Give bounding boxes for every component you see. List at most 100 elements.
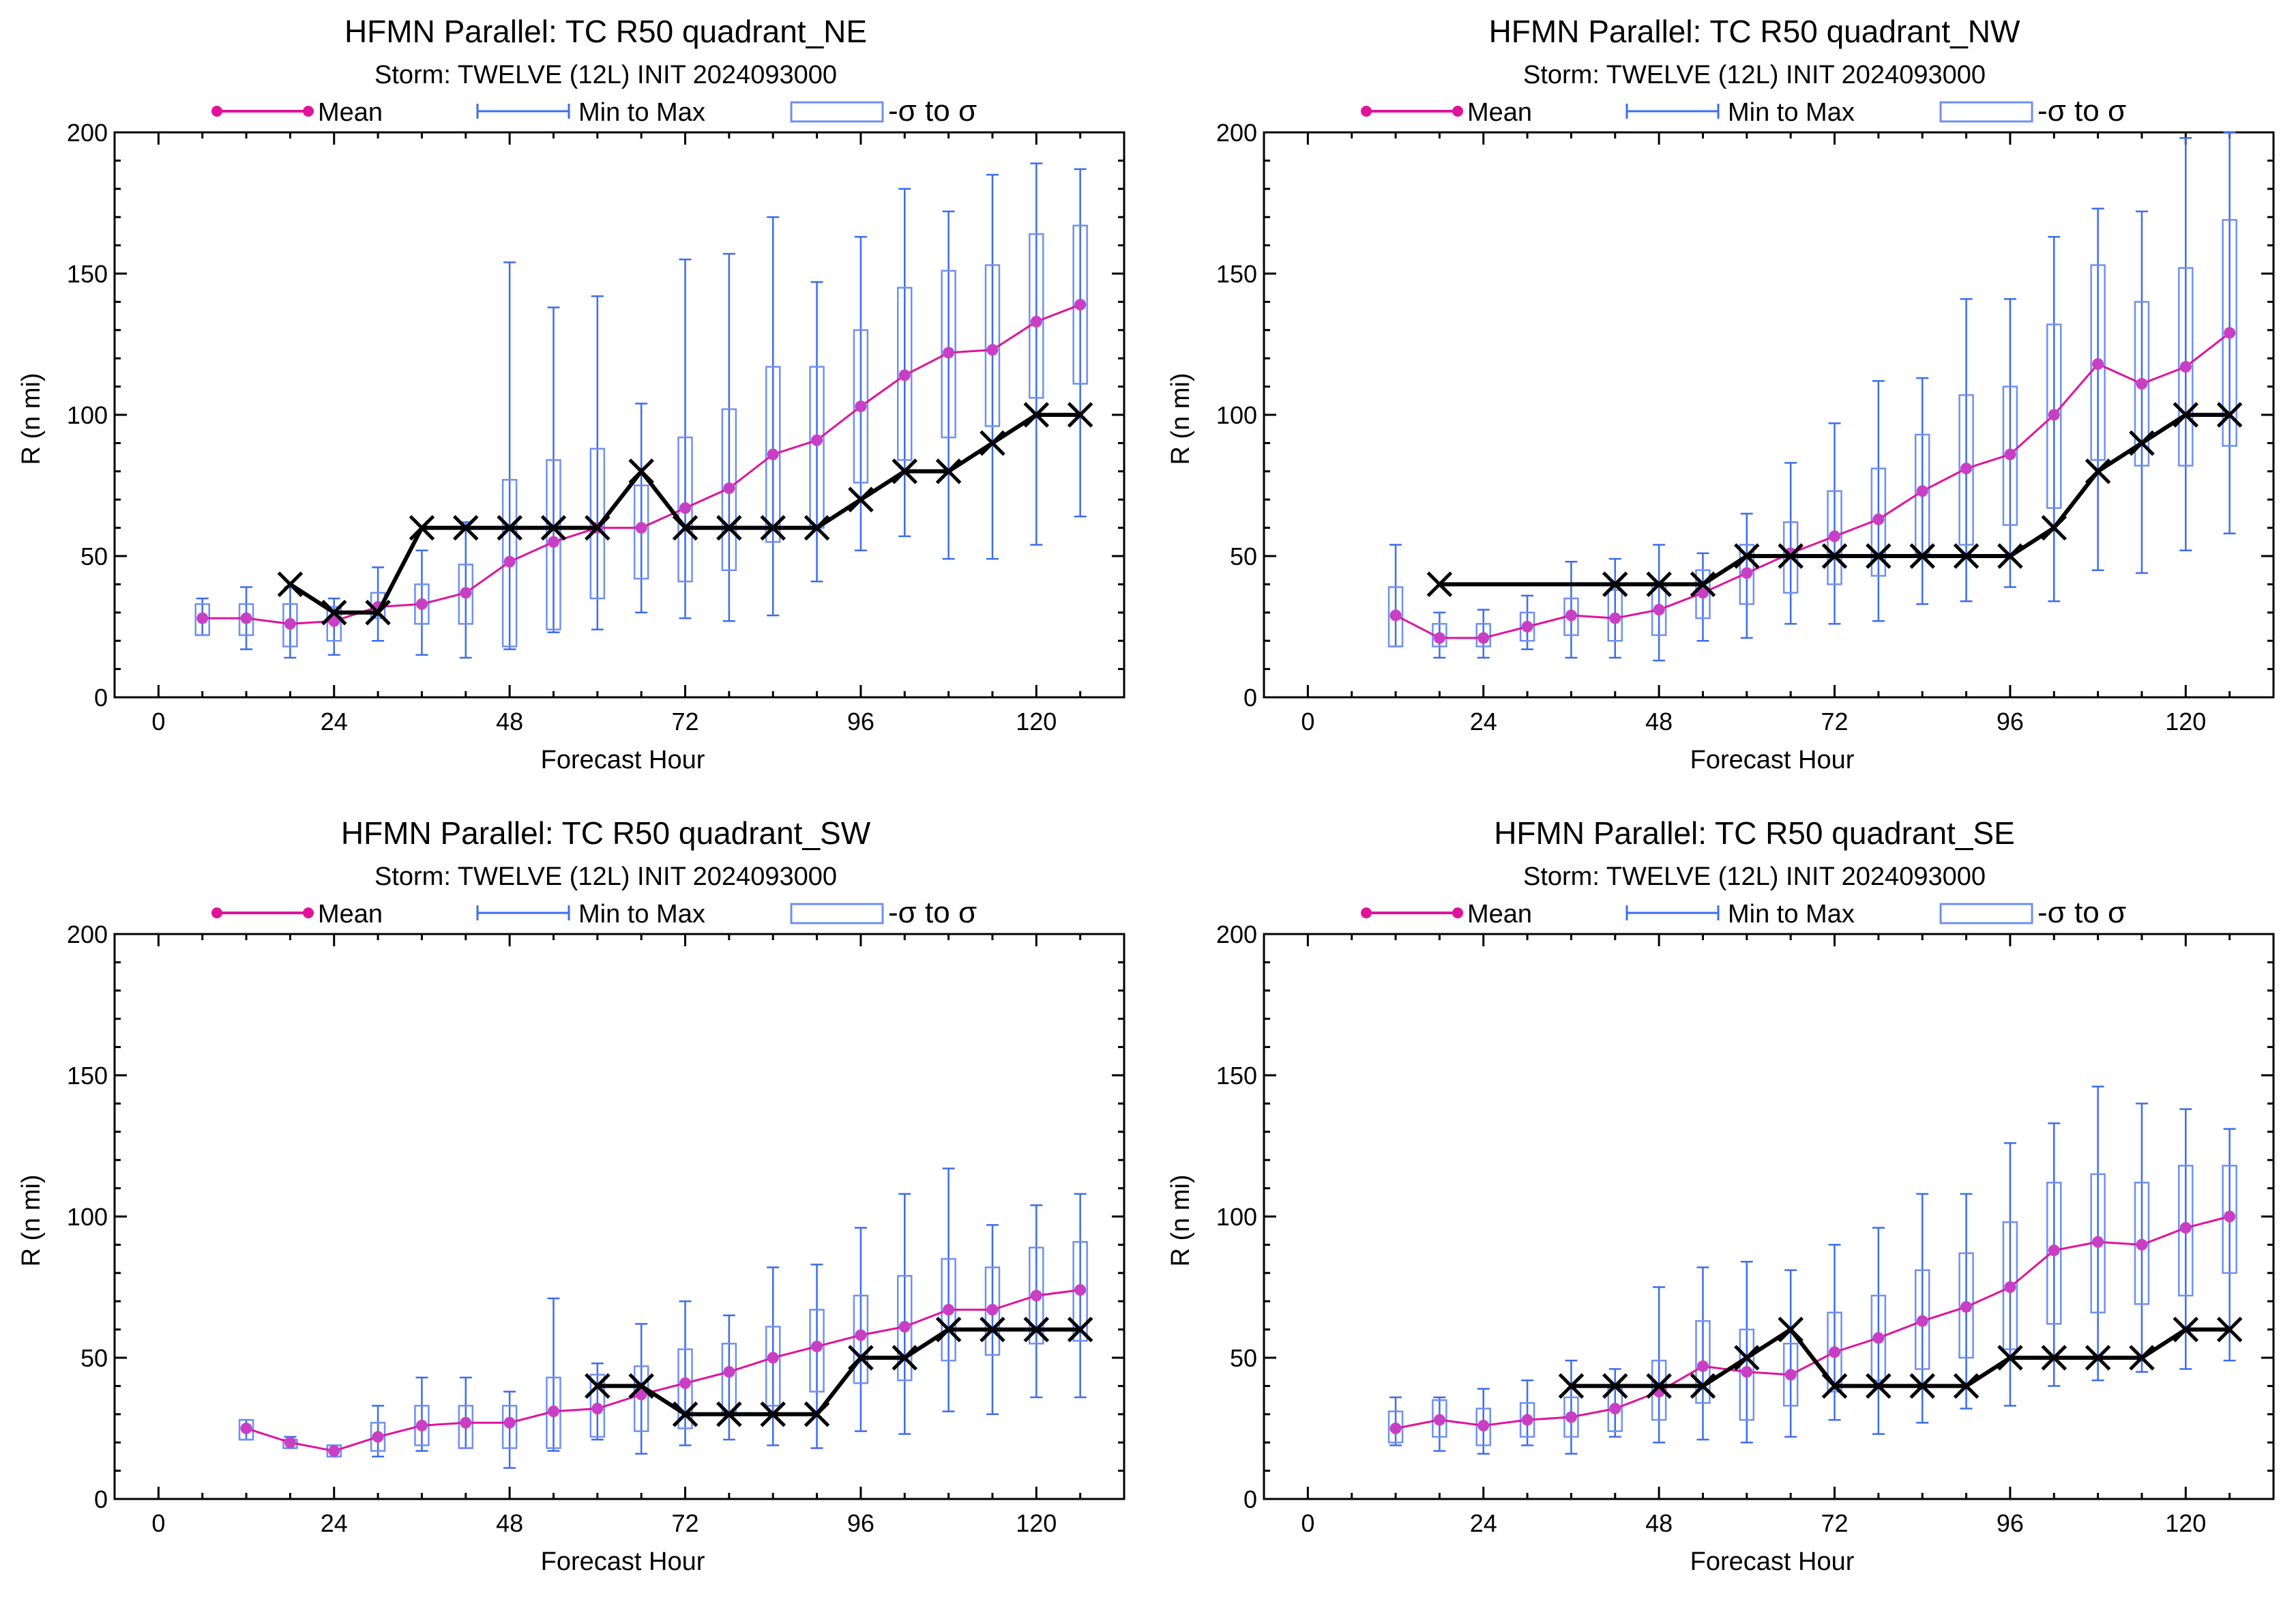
mean-point (898, 369, 911, 381)
observed-marker (672, 514, 698, 541)
x-tick-label: 72 (1821, 708, 1848, 736)
observed-marker (892, 1345, 918, 1371)
mean-point (2004, 448, 2016, 461)
mean-point (503, 555, 516, 568)
mean-point (1389, 609, 1402, 622)
x-tick-label: 0 (1301, 708, 1314, 736)
legend: Mean Min to Max -σ to σ (1361, 896, 2126, 929)
mean-point (2224, 327, 2236, 339)
mean-point (1916, 1315, 1928, 1327)
observed-marker (2173, 402, 2199, 428)
y-tick-label: 150 (67, 1062, 108, 1090)
observed-marker (804, 1401, 830, 1427)
legend-sigma-label: -σ to σ (2037, 896, 2126, 929)
x-tick-label: 48 (1645, 708, 1673, 736)
x-axis-label: Forecast Hour (1690, 746, 1855, 774)
sigma-box (1695, 569, 1711, 620)
mean-point (1960, 463, 1973, 475)
observed-marker (1778, 543, 1804, 569)
observed-marker (1953, 543, 1979, 569)
observed-marker (1909, 1373, 1935, 1399)
mean-point (2004, 1281, 2016, 1293)
x-tick-label: 72 (1821, 1509, 1848, 1537)
sigma-box (2222, 219, 2237, 447)
sigma-box (633, 1365, 649, 1432)
observed-marker (1646, 1373, 1672, 1399)
y-axis-label: R (n mi) (17, 1174, 46, 1266)
mean-point (2136, 377, 2148, 390)
y-tick-label: 50 (1230, 542, 1257, 570)
observed-marker (1426, 571, 1453, 598)
sigma-box (2090, 264, 2106, 461)
legend-mean-dot (1452, 907, 1463, 918)
mean-point (943, 1304, 955, 1316)
y-tick-label: 0 (1243, 1485, 1257, 1513)
legend-mean-dot (211, 106, 222, 117)
observed-marker (1558, 1373, 1585, 1399)
mean-line (246, 1289, 1080, 1453)
mean-point (547, 1406, 559, 1418)
observed-marker (1821, 543, 1848, 569)
legend-sigma-label: -σ to σ (888, 896, 977, 929)
mean-point (1389, 1423, 1402, 1434)
x-tick-label: 96 (847, 708, 874, 736)
mean-point (2092, 358, 2104, 370)
x-tick-label: 24 (321, 708, 348, 736)
mean-point (415, 1419, 428, 1431)
y-axis-label: R (n mi) (1166, 1174, 1195, 1266)
x-tick-label: 48 (1645, 1509, 1673, 1537)
sigma-box (282, 603, 298, 647)
mean-point (679, 502, 692, 514)
sigma-box (458, 1405, 474, 1449)
legend-mean-label: Mean (318, 98, 383, 127)
mean-point (1609, 612, 1621, 624)
sigma-box (501, 478, 518, 647)
observed-marker (1067, 402, 1093, 428)
y-tick-label: 0 (1243, 684, 1257, 712)
legend-mean-label: Mean (1467, 900, 1532, 929)
legend-range-label: Min to Max (1728, 98, 1855, 127)
chart-title: HFMN Parallel: TC R50 quadrant_SE (1494, 815, 2015, 851)
y-tick-label: 200 (1216, 920, 1257, 948)
mean-point (372, 1431, 384, 1443)
legend: Mean Min to Max -σ to σ (211, 896, 977, 929)
observed-marker (1997, 1345, 2023, 1371)
observed-marker (540, 514, 567, 541)
chart-subtitle: Storm: TWELVE (12L) INIT 2024093000 (374, 61, 837, 89)
observed-marker (453, 514, 479, 541)
observed-marker (672, 1401, 698, 1427)
mean-point (767, 448, 779, 461)
mean-point (1030, 1290, 1042, 1302)
mean-point (855, 400, 867, 413)
y-tick-label: 200 (1216, 119, 1257, 147)
y-axis-label: R (n mi) (1166, 373, 1195, 465)
y-tick-label: 200 (67, 119, 108, 147)
observed-line (597, 1327, 1080, 1416)
sigma-box (1475, 623, 1491, 647)
mean-point (1565, 609, 1577, 622)
mean-point (547, 536, 559, 548)
x-tick-label: 0 (1301, 1509, 1314, 1537)
observed-marker (2041, 514, 2067, 541)
sigma-box (941, 270, 956, 439)
sigma-box (1651, 1359, 1667, 1421)
mean-point (811, 434, 823, 446)
observed-marker (497, 514, 523, 541)
observed-marker (848, 1345, 874, 1371)
chart-title: HFMN Parallel: TC R50 quadrant_NE (344, 14, 867, 49)
mean-point (2092, 1236, 2104, 1248)
chart-subtitle: Storm: TWELVE (12L) INIT 2024093000 (1523, 862, 1986, 891)
sigma-box (326, 606, 342, 642)
legend-mean-label: Mean (1467, 98, 1532, 127)
mean-line (1395, 1215, 2231, 1429)
observed-marker (848, 486, 874, 512)
legend-sigma-box (790, 903, 884, 924)
observed-marker (2173, 1316, 2199, 1343)
sigma-box (501, 1405, 518, 1449)
y-tick-label: 50 (80, 1344, 108, 1372)
plot-area: 0 24 48 72 96 120 0 50 100 150 200 (67, 119, 1125, 736)
mean-point (503, 1416, 516, 1429)
observed-marker (1953, 1373, 1979, 1399)
sigma-box (2002, 1221, 2018, 1350)
